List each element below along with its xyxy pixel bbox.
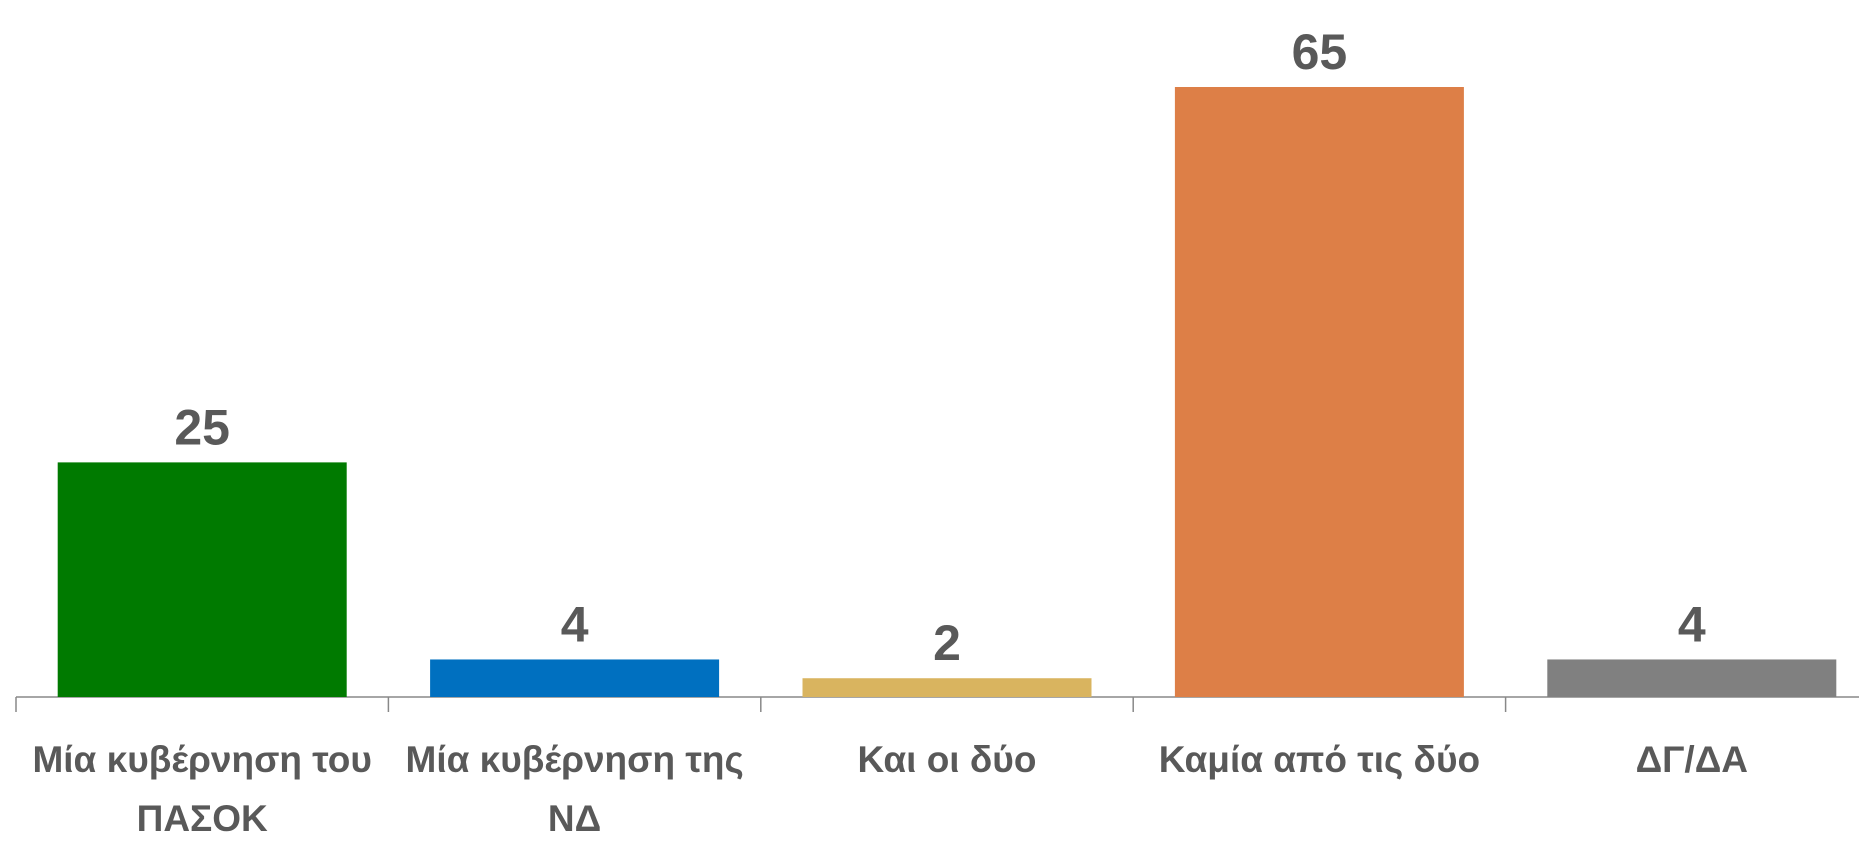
data-label: 2 bbox=[933, 615, 961, 671]
data-label: 65 bbox=[1292, 24, 1348, 80]
data-label: 25 bbox=[174, 399, 230, 455]
data-label: 4 bbox=[561, 596, 589, 652]
x-tick-label: Και οι δύο bbox=[857, 739, 1037, 780]
x-tick-label: Καμία από τις δύο bbox=[1158, 739, 1481, 780]
x-tick-label: Μία κυβέρνηση του ΠΑΣΟΚ bbox=[32, 739, 372, 839]
x-tick-label: ΔΓ/ΔΑ bbox=[1635, 739, 1749, 780]
bar bbox=[1174, 87, 1464, 697]
x-tick-label: Μία κυβέρνηση της ΝΔ bbox=[405, 739, 744, 839]
bar bbox=[57, 462, 347, 697]
data-label: 4 bbox=[1678, 596, 1706, 652]
bar bbox=[802, 678, 1092, 697]
bar bbox=[430, 659, 720, 697]
bar bbox=[1547, 659, 1837, 697]
